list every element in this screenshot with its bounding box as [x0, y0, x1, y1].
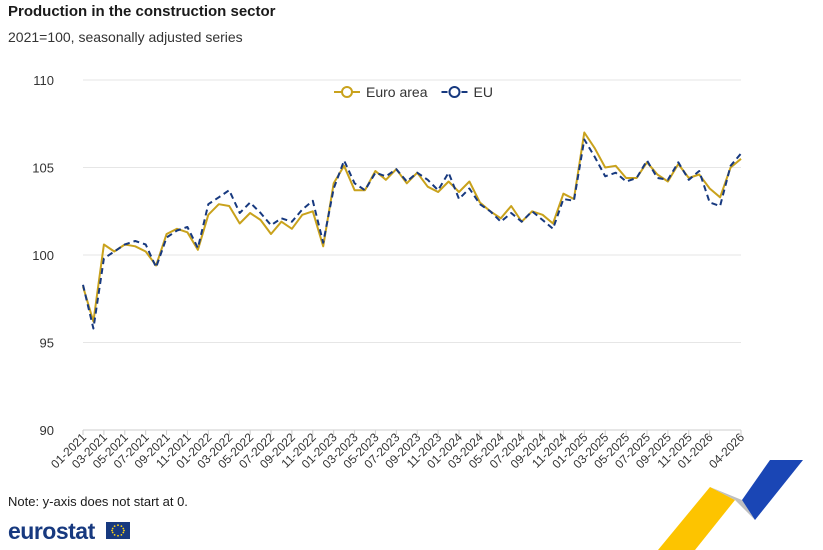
legend[interactable]: Euro area EU: [334, 84, 493, 100]
eu-flag-icon: [106, 522, 130, 539]
gridlines: [83, 79, 741, 343]
eurostat-logo: eurostat: [8, 518, 95, 544]
y-tick-label: 90: [40, 423, 54, 438]
y-axis: 90 95 100 105 110: [32, 73, 54, 438]
x-axis: 01-202103-202105-202107-202109-202111-20…: [48, 430, 747, 471]
y-tick-label: 105: [32, 161, 54, 176]
footnote: Note: y-axis does not start at 0.: [8, 494, 188, 509]
series-line-euro-area: [82, 131, 742, 323]
legend-item-eu[interactable]: EU: [441, 84, 493, 100]
chart-subtitle: 2021=100, seasonally adjusted series: [8, 29, 243, 45]
legend-marker: [448, 86, 461, 98]
chart-title: Production in the construction sector: [8, 3, 276, 20]
y-tick-label: 100: [32, 248, 54, 263]
legend-label: Euro area: [366, 84, 428, 100]
series-lines: [82, 131, 742, 330]
series-line-eu: [82, 138, 742, 330]
legend-marker: [341, 86, 353, 98]
eurostat-swoosh-graphic: [658, 460, 803, 550]
y-tick-label: 95: [40, 336, 54, 351]
legend-item-euro-area[interactable]: Euro area: [334, 84, 428, 100]
y-tick-label: 110: [33, 73, 54, 88]
legend-label: EU: [473, 84, 492, 100]
